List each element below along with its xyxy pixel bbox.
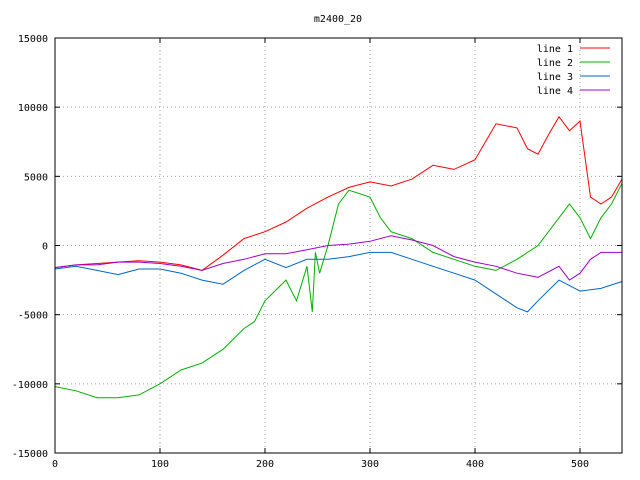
series-line-line-3: [54, 251, 623, 313]
plot-frame: [54, 37, 623, 454]
grid: [55, 38, 622, 453]
x-tick-label: 100: [151, 459, 169, 470]
legend-label: line 2: [537, 58, 573, 69]
series-line-line-1: [54, 115, 623, 271]
y-tick-label: 15000: [18, 34, 48, 45]
series-line-line-2: [54, 183, 623, 399]
axis-ticks: 0 100 200 300 400 500 -15000 -10000 -5000 0 5000 10…: [12, 34, 622, 470]
y-tick-label: 0: [42, 242, 48, 253]
x-tick-label: 200: [256, 459, 274, 470]
chart-title: m2400_20: [314, 14, 362, 25]
x-tick-label: 400: [466, 459, 484, 470]
y-tick-label: -10000: [12, 380, 48, 391]
series-group: [54, 115, 623, 399]
y-tick-label: -15000: [12, 449, 48, 460]
legend-label: line 3: [537, 72, 573, 83]
legend-label: line 1: [537, 44, 573, 55]
legend: line 1 line 2 line 3 line 4: [537, 44, 610, 97]
y-tick-label: -5000: [18, 311, 48, 322]
y-tick-label: 5000: [24, 172, 48, 183]
x-tick-label: 0: [52, 459, 58, 470]
series-line-line-4: [54, 235, 622, 281]
y-tick-label: 10000: [18, 103, 48, 114]
legend-label: line 4: [537, 86, 573, 97]
x-tick-label: 300: [361, 459, 379, 470]
x-tick-label: 500: [571, 459, 589, 470]
